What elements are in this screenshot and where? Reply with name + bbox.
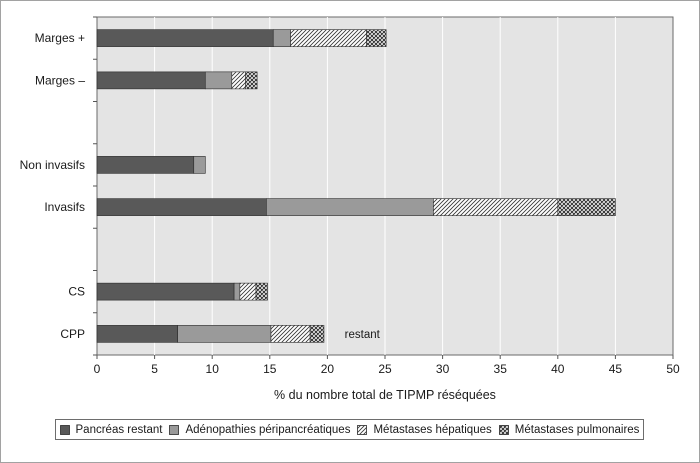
legend-swatch — [59, 424, 70, 435]
y-category-label: Marges – — [35, 73, 85, 87]
y-category-label: Invasifs — [44, 200, 85, 214]
x-tick-label: 35 — [494, 362, 508, 376]
legend-label: Pancréas restant — [75, 423, 163, 436]
bar-segment — [96, 71, 206, 90]
legend-swatch — [357, 424, 368, 435]
y-category-label: Marges + — [35, 31, 85, 45]
x-tick-label: 50 — [666, 362, 680, 376]
bar-segment — [233, 282, 241, 301]
bar-segment — [266, 198, 434, 216]
y-category-label: CPP — [60, 327, 85, 341]
x-tick-label: 15 — [263, 362, 277, 376]
bar-segment — [557, 198, 616, 216]
legend-label: Adénopathies péripancréatiques — [185, 423, 351, 436]
y-category-label: CS — [68, 285, 85, 299]
bar-segment — [255, 282, 268, 301]
x-tick-label: 10 — [206, 362, 220, 376]
x-tick-label: 30 — [436, 362, 450, 376]
x-tick-label: 40 — [551, 362, 565, 376]
legend-swatch-fill — [498, 424, 509, 435]
annotation-text: restant — [345, 329, 381, 341]
bar-segment — [96, 325, 178, 343]
legend-label: Métastases pulmonaires — [514, 423, 640, 436]
bar-segment — [231, 71, 246, 90]
y-category-label: Non invasifs — [20, 158, 85, 172]
x-tick-label: 0 — [94, 362, 101, 376]
bar-segment — [245, 71, 258, 90]
bar-segment — [96, 156, 195, 174]
legend-swatch — [169, 424, 180, 435]
bar-segment — [366, 29, 387, 47]
legend-swatch — [498, 424, 509, 435]
legend: Pancréas restant Adénopathies péripancréa… — [55, 419, 644, 440]
bar-segment — [204, 71, 233, 90]
legend-swatch-fill — [357, 424, 368, 435]
bar-segment — [239, 282, 257, 301]
bar-segment — [96, 198, 267, 216]
bar-segment — [290, 29, 367, 47]
bar-segment — [177, 325, 272, 343]
bar-segment — [272, 29, 291, 47]
x-tick-label: 5 — [151, 362, 158, 376]
legend-swatch-fill — [169, 424, 180, 435]
bar-segment — [96, 282, 235, 301]
bar-segment — [309, 325, 325, 343]
legend-item: Pancréas restant — [59, 423, 163, 436]
bar-segment — [270, 325, 311, 343]
x-tick-label: 25 — [378, 362, 392, 376]
bar-segment — [433, 198, 559, 216]
x-tick-label: 20 — [321, 362, 335, 376]
x-axis-label: % du nombre total de TIPMP réséquées — [274, 388, 496, 402]
legend-item: Adénopathies péripancréatiques — [169, 424, 350, 436]
legend-label: Métastases hépatiques — [373, 423, 492, 436]
legend-item: Métastases pulmonaires — [498, 423, 640, 436]
bar-segment — [96, 29, 274, 47]
bar-segment — [193, 156, 206, 174]
legend-item: Métastases hépatiques — [357, 423, 492, 436]
legend-swatch-fill — [59, 424, 70, 435]
x-tick-label: 45 — [609, 362, 623, 376]
